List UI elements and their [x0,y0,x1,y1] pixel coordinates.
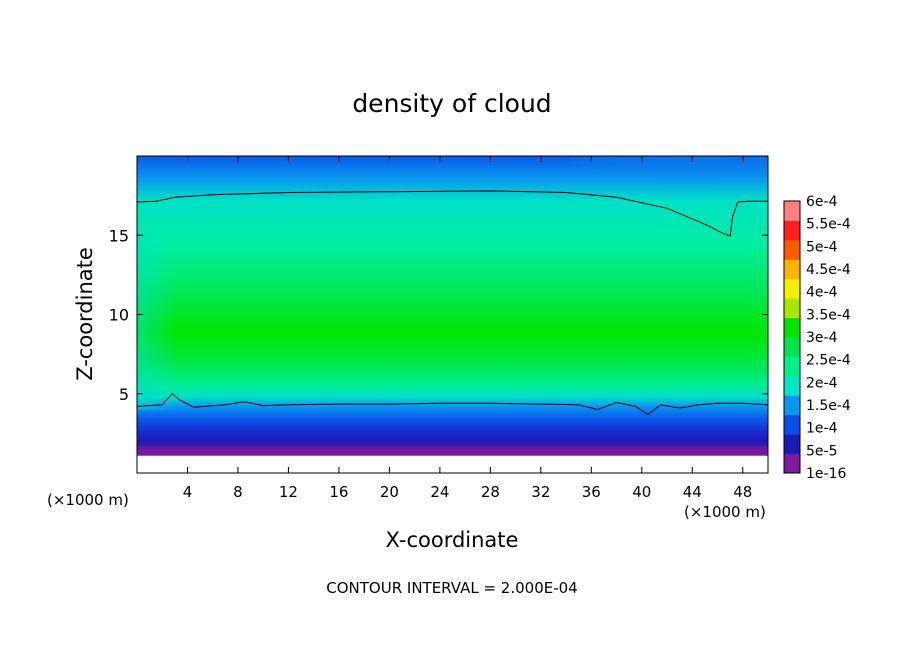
colorbar: 1e-16 5e-5 1e-4 1.5e-4 2e-4 2.5e-4 3e-4 3.5e-4 4… [783,194,851,482]
colorbar-band [784,337,800,357]
colorbar-band [784,434,800,455]
x-axis: 4 8 12 16 20 24 28 32 36 40 44 48 [183,156,752,501]
x-tick-label: 40 [632,483,651,501]
colorbar-band [784,317,800,338]
density-field-background [137,156,768,473]
colorbar-label: 2.5e-4 [806,353,851,369]
x-tick-label: 48 [733,483,752,501]
x-unit-left: (×1000 m) [47,491,129,509]
colorbar-band [784,375,800,396]
colorbar-label: 5.5e-4 [806,217,851,233]
x-tick-label: 20 [380,483,399,501]
colorbar-label: 3e-4 [806,330,838,346]
x-tick-label: 28 [481,483,500,501]
colorbar-label: 2e-4 [806,375,838,391]
contour-lines [137,190,768,416]
y-tick-label: 5 [119,385,129,404]
y-tick-label: 15 [109,226,129,245]
colorbar-band [784,453,800,474]
colorbar-band [784,259,800,280]
density-field [137,156,768,473]
x-tick-label: 8 [233,483,243,501]
colorbar-label: 5e-5 [806,443,837,459]
colorbar-band [784,395,800,416]
colorbar-label: 6e-4 [806,194,838,210]
x-tick-label: 4 [183,483,193,501]
x-tick-label: 44 [683,483,702,501]
colorbar-label: 1.5e-4 [806,398,851,414]
x-tick-label: 24 [430,483,449,501]
colorbar-label: 4.5e-4 [806,262,851,278]
contour-interval-note: CONTOUR INTERVAL = 2.000E-04 [326,579,577,597]
x-tick-label: 16 [329,483,348,501]
y-axis-label: Z-coordinate [73,247,97,381]
colorbar-band [784,414,800,435]
colorbar-band [784,356,800,377]
colorbar-label: 1e-16 [806,466,846,482]
x-tick-label: 32 [531,483,550,501]
left-plume [137,230,177,410]
colorbar-band [784,220,800,241]
y-tick-label: 10 [109,306,129,325]
colorbar-label: 4e-4 [806,285,838,301]
colorbar-label: 5e-4 [806,239,838,255]
contour-line-upper [137,190,768,237]
y-axis: 5 10 15 [109,226,768,404]
colorbar-label: 3.5e-4 [806,307,851,323]
x-unit-right: (×1000 m) [684,503,766,521]
colorbar-band [784,201,800,221]
colorbar-band [784,278,800,299]
colorbar-band [784,239,800,260]
x-axis-label: X-coordinate [386,528,519,552]
colorbar-frame [783,200,801,474]
colorbar-label: 1e-4 [806,421,838,437]
x-tick-label: 12 [279,483,298,501]
chart-title: density of cloud [352,89,551,118]
x-tick-label: 36 [582,483,601,501]
top-right-depletion [570,156,768,206]
contour-line-lower [137,393,768,416]
colorbar-band [784,298,800,319]
